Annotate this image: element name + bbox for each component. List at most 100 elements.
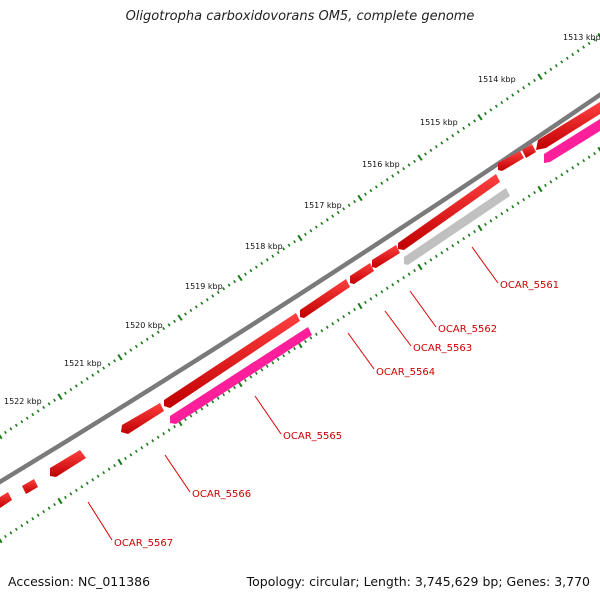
scale-tick xyxy=(189,414,193,418)
scale-tick xyxy=(369,189,373,193)
scale-tick xyxy=(69,387,73,392)
gene-label: OCAR_5561 xyxy=(500,280,559,291)
scale-tick xyxy=(489,108,493,112)
scale-tick xyxy=(162,326,166,331)
scale-tick xyxy=(293,240,296,244)
scale-tick xyxy=(440,141,444,145)
scale-tick xyxy=(74,384,78,388)
scale-tick xyxy=(222,393,226,397)
gene-label: OCAR_5566 xyxy=(192,489,251,500)
scale-tick xyxy=(554,176,558,180)
scale-tick xyxy=(413,159,416,163)
scale-tick xyxy=(500,212,504,216)
scale-tick xyxy=(244,378,247,383)
scale-tick xyxy=(304,232,307,236)
scale-tick xyxy=(91,373,95,377)
scale-tick xyxy=(407,163,411,167)
cds-feature[interactable] xyxy=(536,102,600,150)
cds-feature[interactable] xyxy=(398,174,500,250)
scale-tick xyxy=(205,403,209,407)
feature-track-genes xyxy=(170,119,600,424)
scale-tick xyxy=(342,315,346,319)
scale-tick xyxy=(177,314,183,321)
scale-tick xyxy=(391,174,395,178)
cds-feature[interactable] xyxy=(50,450,86,477)
scale-tick xyxy=(342,207,346,211)
cds-feature[interactable] xyxy=(121,403,164,434)
scale-tick xyxy=(9,531,13,535)
gene-feature[interactable] xyxy=(544,119,600,163)
scale-tick xyxy=(467,233,471,237)
cds-feature[interactable] xyxy=(522,144,536,158)
scale-tick xyxy=(537,185,543,193)
scale-tick xyxy=(477,114,483,121)
scale-tick xyxy=(184,417,187,422)
scale-tick xyxy=(456,240,460,244)
scale-tick xyxy=(47,506,51,510)
scale-tick xyxy=(254,371,258,375)
scale-tick xyxy=(25,520,29,524)
map-title: Oligotropha carboxidovorans OM5, complet… xyxy=(125,9,475,24)
scale-tick xyxy=(565,169,569,173)
scale-tick xyxy=(0,538,3,544)
scale-tick xyxy=(102,471,106,475)
scale-ring-outer xyxy=(0,32,600,440)
scale-label: 1521 kbp xyxy=(64,359,102,368)
scale-tick xyxy=(462,126,466,130)
scale-tick xyxy=(14,527,18,531)
cds-feature[interactable] xyxy=(300,279,350,318)
scale-tick xyxy=(129,453,133,457)
scale-tick xyxy=(124,456,127,461)
scale-tick xyxy=(554,64,558,68)
scale-tick xyxy=(205,298,209,302)
scale-tick xyxy=(53,398,56,402)
scale-tick xyxy=(347,311,351,315)
cds-feature[interactable] xyxy=(350,263,374,284)
scale-tick xyxy=(417,154,423,161)
scale-tick xyxy=(96,474,100,478)
scale-tick xyxy=(456,130,460,134)
cds-feature[interactable] xyxy=(22,479,38,494)
cds-feature[interactable] xyxy=(0,492,12,508)
scale-tick xyxy=(211,400,215,404)
scale-tick xyxy=(64,495,67,500)
scale-tick xyxy=(47,402,51,406)
cds-feature[interactable] xyxy=(164,313,300,408)
scale-tick xyxy=(74,488,78,492)
accession-text: Accession: NC_011386 xyxy=(8,574,151,589)
scale-tick xyxy=(309,229,313,233)
scale-tick xyxy=(587,41,591,46)
scale-tick xyxy=(560,60,564,64)
scale-tick xyxy=(331,214,335,218)
scale-tick xyxy=(162,432,166,436)
scale-tick xyxy=(374,293,378,297)
cds-feature[interactable] xyxy=(372,245,400,268)
scale-tick xyxy=(407,272,411,276)
scale-tick xyxy=(560,173,564,177)
gene-feature[interactable] xyxy=(170,327,312,424)
scale-tick xyxy=(249,375,253,379)
scale-tick xyxy=(451,134,455,138)
scale-tick xyxy=(64,391,67,395)
scale-tick xyxy=(113,463,116,468)
scale-tick xyxy=(151,334,155,338)
scale-tick xyxy=(69,492,73,496)
scale-tick xyxy=(533,78,536,83)
scale-tick xyxy=(20,420,24,424)
scale-tick xyxy=(576,162,580,166)
scale-tick xyxy=(511,93,515,97)
scale-tick xyxy=(527,194,531,198)
scale-tick xyxy=(357,302,363,310)
scale-tick xyxy=(25,416,29,420)
scale-tick xyxy=(385,178,389,182)
cds-feature[interactable] xyxy=(498,151,524,171)
scale-tick xyxy=(124,352,127,356)
scale-tick xyxy=(434,145,438,149)
scale-tick xyxy=(413,268,416,273)
pseudo-gene-feature[interactable] xyxy=(404,188,510,265)
scale-tick xyxy=(167,428,171,432)
scale-tick xyxy=(287,243,291,247)
scale-tick xyxy=(336,318,340,322)
scale-tick xyxy=(396,170,400,174)
